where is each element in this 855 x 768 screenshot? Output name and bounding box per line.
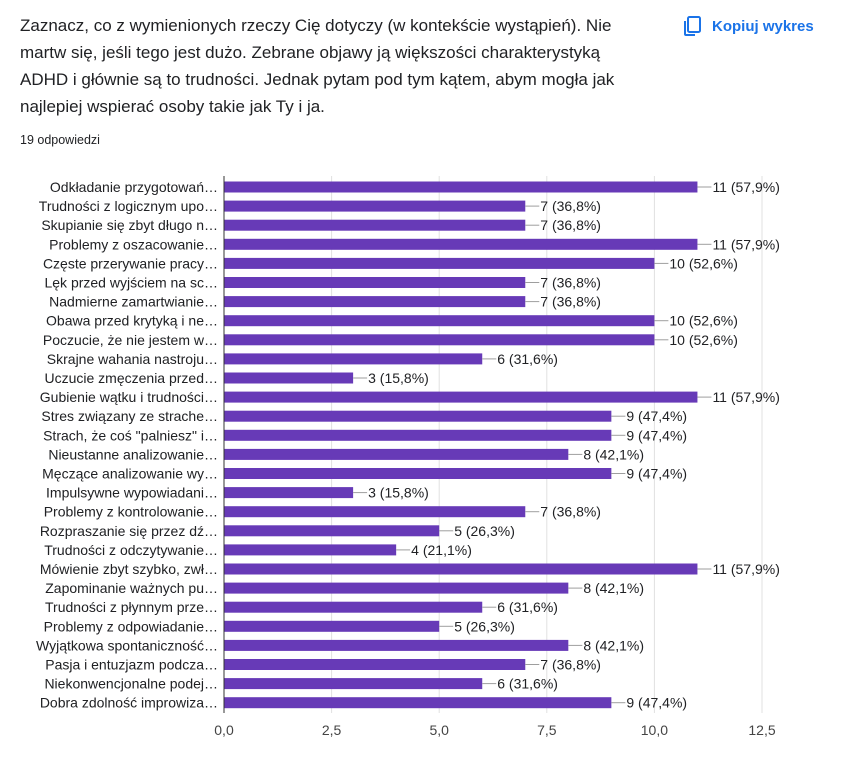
value-label: 3 (15,8%) bbox=[368, 370, 429, 386]
category-label: Nieustanne analizowanie… bbox=[48, 446, 218, 462]
bar bbox=[224, 372, 354, 384]
category-label: Trudności z odczytywanie… bbox=[44, 542, 218, 558]
value-label: 5 (26,3%) bbox=[454, 618, 515, 634]
value-label: 7 (36,8%) bbox=[540, 294, 601, 310]
bar bbox=[224, 257, 655, 269]
category-label: Męczące analizowanie wy… bbox=[42, 466, 218, 482]
value-label: 3 (15,8%) bbox=[368, 485, 429, 501]
value-label: 7 (36,8%) bbox=[540, 504, 601, 520]
value-label: 4 (21,1%) bbox=[411, 542, 472, 558]
value-label: 7 (36,8%) bbox=[540, 657, 601, 673]
value-label: 11 (57,9%) bbox=[712, 561, 779, 577]
x-tick-label: 10,0 bbox=[641, 722, 668, 738]
category-label: Strach, że coś "palniesz" i… bbox=[43, 427, 218, 443]
category-label: Problemy z oszacowanie… bbox=[49, 236, 218, 252]
value-label: 9 (47,4%) bbox=[626, 695, 687, 711]
value-label: 8 (42,1%) bbox=[583, 637, 644, 653]
category-label: Skrajne wahania nastroju… bbox=[47, 351, 218, 367]
category-label: Pasja i entuzjazm podcza… bbox=[45, 657, 218, 673]
category-label: Lęk przed wyjściem na sc… bbox=[44, 275, 218, 291]
bar bbox=[224, 468, 612, 479]
x-tick-label: 2,5 bbox=[322, 722, 342, 738]
category-label: Wyjątkowa spontaniczność… bbox=[36, 637, 218, 653]
bar bbox=[224, 277, 526, 288]
bar bbox=[224, 353, 483, 365]
value-label: 6 (31,6%) bbox=[497, 599, 558, 615]
bar bbox=[224, 563, 698, 575]
x-tick-label: 12,5 bbox=[748, 722, 775, 738]
bar bbox=[224, 181, 698, 193]
bar bbox=[224, 219, 526, 231]
category-label: Impulsywne wypowiadani… bbox=[46, 485, 218, 501]
value-label: 11 (57,9%) bbox=[712, 179, 779, 195]
value-label: 9 (47,4%) bbox=[626, 427, 687, 443]
bar bbox=[224, 410, 612, 422]
response-count: 19 odpowiedzi bbox=[20, 133, 100, 147]
bar bbox=[224, 525, 440, 537]
bar bbox=[224, 620, 440, 632]
question-title: Zaznacz, co z wymienionych rzeczy Cię do… bbox=[20, 16, 615, 116]
bar bbox=[224, 315, 655, 327]
copy-icon bbox=[684, 16, 701, 36]
category-label: Niekonwencjonalne podej… bbox=[44, 676, 218, 692]
category-label: Trudności z płynnym prze… bbox=[45, 599, 218, 615]
copy-chart-label: Kopiuj wykres bbox=[712, 17, 814, 35]
value-label: 5 (26,3%) bbox=[454, 523, 515, 539]
category-label: Odkładanie przygotowań… bbox=[50, 179, 218, 195]
x-tick-label: 7,5 bbox=[537, 722, 557, 738]
value-label: 11 (57,9%) bbox=[712, 236, 779, 252]
category-label: Trudności z logicznym upo… bbox=[39, 198, 218, 214]
category-label: Rozpraszanie się przez dź… bbox=[40, 523, 218, 539]
category-label: Obawa przed krytyką i ne… bbox=[46, 313, 218, 329]
category-label: Poczucie, że nie jestem w… bbox=[43, 332, 218, 348]
category-label: Skupianie się zbyt długo n… bbox=[41, 217, 218, 233]
category-label: Dobra zdolność improwiza… bbox=[40, 695, 218, 711]
value-label: 10 (52,6%) bbox=[669, 313, 737, 329]
bar bbox=[224, 678, 483, 690]
bar bbox=[224, 582, 569, 594]
category-label: Zapominanie ważnych pu… bbox=[45, 580, 218, 596]
value-label: 9 (47,4%) bbox=[626, 408, 687, 424]
value-label: 7 (36,8%) bbox=[540, 275, 601, 291]
category-label: Stres związany ze strache… bbox=[41, 408, 218, 424]
bar bbox=[224, 200, 526, 212]
value-label: 10 (52,6%) bbox=[669, 255, 737, 271]
bar bbox=[224, 448, 569, 460]
bar bbox=[224, 334, 655, 346]
bar bbox=[224, 544, 397, 556]
copy-chart-button[interactable]: Kopiuj wykres bbox=[680, 12, 814, 40]
bar bbox=[224, 601, 483, 613]
x-tick-label: 0,0 bbox=[214, 722, 234, 738]
value-label: 9 (47,4%) bbox=[626, 466, 687, 482]
bar bbox=[224, 506, 526, 518]
x-tick-label: 5,0 bbox=[429, 722, 449, 738]
bar bbox=[224, 487, 354, 499]
bar bbox=[224, 697, 612, 709]
value-label: 8 (42,1%) bbox=[583, 580, 644, 596]
value-label: 7 (36,8%) bbox=[540, 198, 601, 214]
category-label: Problemy z odpowiadanie… bbox=[44, 618, 218, 634]
category-label: Częste przerywanie pracy… bbox=[43, 255, 218, 271]
bar bbox=[224, 429, 612, 441]
value-label: 6 (31,6%) bbox=[497, 676, 558, 692]
value-label: 7 (36,8%) bbox=[540, 217, 601, 233]
category-label: Uczucie zmęczenia przed… bbox=[44, 370, 218, 386]
value-label: 11 (57,9%) bbox=[712, 389, 779, 405]
category-label: Gubienie wątku i trudności… bbox=[40, 389, 218, 405]
category-label: Mówienie zbyt szybko, zwł… bbox=[40, 561, 218, 577]
value-label: 6 (31,6%) bbox=[497, 351, 558, 367]
bar bbox=[224, 659, 526, 670]
bar bbox=[224, 296, 526, 308]
bar bbox=[224, 238, 698, 250]
category-label: Nadmierne zamartwianie… bbox=[49, 294, 218, 310]
category-label: Problemy z kontrolowanie… bbox=[44, 504, 218, 520]
value-label: 8 (42,1%) bbox=[583, 446, 644, 462]
bar bbox=[224, 639, 569, 651]
bar bbox=[224, 391, 698, 403]
value-label: 10 (52,6%) bbox=[669, 332, 737, 348]
